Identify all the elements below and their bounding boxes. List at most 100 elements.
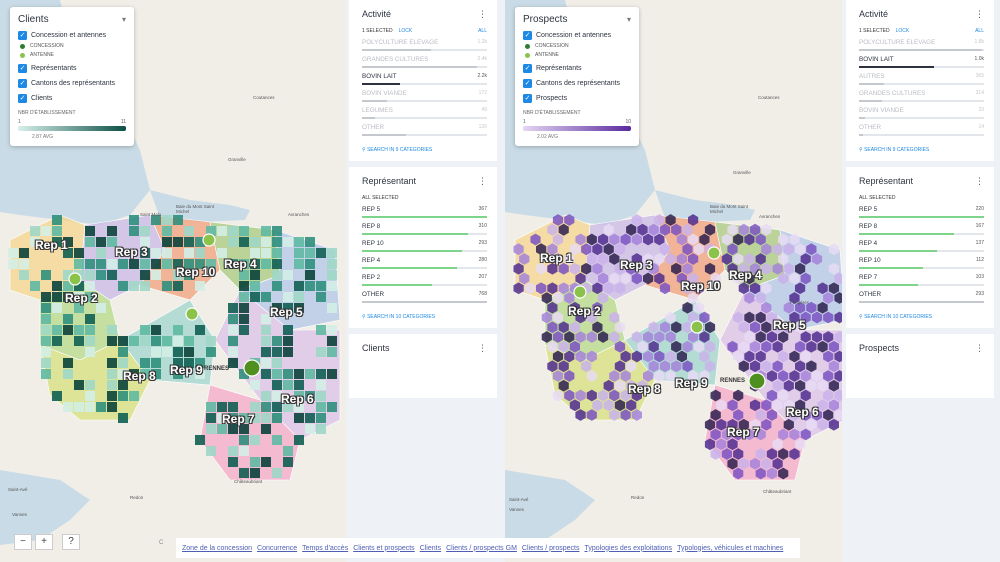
category-item[interactable]: REP 10 293 [362,240,487,252]
category-count: 14 [978,124,984,130]
more-vertical-icon[interactable]: ⋮ [975,176,984,186]
city-label: RENNES [720,378,746,384]
category-bar-track [859,117,984,119]
category-item[interactable]: OTHER 14 [859,124,984,136]
nav-link[interactable]: Clients [419,544,442,552]
rep-label: Rep 1 [540,251,573,265]
category-bar-fill [362,134,406,136]
category-bar-fill [362,100,387,102]
city-label: Granville [228,157,246,162]
nav-link[interactable]: Concurrence [257,544,298,552]
dot-icon [20,52,25,58]
category-item[interactable]: BOVIN LAIT 1.0k [859,56,984,68]
nav-link[interactable]: Typologies des exploitations [584,544,673,552]
checkbox-checked-icon[interactable]: ✓ [523,31,532,40]
map-clients[interactable]: Clients ▾ ✓ Concession et antennes CONCE… [0,0,346,562]
layer-toggle-concession[interactable]: ✓ Concession et antennes [18,31,126,40]
category-item[interactable]: AUTRES 365 [859,73,984,85]
category-bar-track [859,267,984,269]
map-attribution: C [159,540,164,546]
layer-toggle-clients[interactable]: ✓ Clients [18,94,126,103]
category-item[interactable]: BOVIN VIANDE 172 [362,90,487,102]
checkbox-checked-icon[interactable]: ✓ [18,31,27,40]
more-vertical-icon[interactable]: ⋮ [975,9,984,19]
zoom-out-button[interactable]: − [14,534,32,550]
map-prospects[interactable]: Prospects ▾ ✓ Concession et antennes CON… [505,0,842,562]
category-item[interactable]: REP 7 103 [859,274,984,286]
more-vertical-icon[interactable]: ⋮ [478,9,487,19]
select-all-button[interactable]: ALL [975,28,984,34]
category-label: REP 5 [859,206,878,213]
search-label: SEARCH IN 9 CATEGORIES [864,147,930,153]
category-item[interactable]: REP 8 310 [362,223,487,235]
category-item[interactable]: REP 4 137 [859,240,984,252]
rep-label: Rep 9 [675,376,708,390]
chevron-down-icon[interactable]: ▾ [626,15,631,24]
category-bar-fill [859,301,984,303]
checkbox-checked-icon[interactable]: ✓ [523,79,532,88]
category-item[interactable]: REP 10 112 [859,257,984,269]
category-item[interactable]: POLYCULTURE ELEVAGE 1.2k [362,39,487,51]
category-item[interactable]: OTHER 768 [362,291,487,303]
checkbox-checked-icon[interactable]: ✓ [523,64,532,73]
rep-label: Rep 8 [123,369,156,383]
category-bar-fill [362,216,487,218]
category-item[interactable]: OTHER 126 [362,124,487,136]
category-item[interactable]: BOVIN LAIT 2.2k [362,73,487,85]
category-item[interactable]: REP 2 207 [362,274,487,286]
search-categories-link[interactable]: ⚲ SEARCH IN 10 CATEGORIES [859,314,984,320]
checkbox-checked-icon[interactable]: ✓ [18,64,27,73]
layer-toggle-representants[interactable]: ✓ Représentants [523,64,631,73]
category-list: POLYCULTURE ELEVAGE 1.2k GRANDES CULTURES 2… [362,39,487,136]
category-bar-track [362,117,487,119]
search-categories-link[interactable]: ⚲ SEARCH IN 9 CATEGORIES [859,147,984,153]
scale-label: NBR D'ÉTABLISSEMENT [18,110,76,116]
client-density-grid [8,215,337,478]
layer-toggle-representants[interactable]: ✓ Représentants [18,64,126,73]
layer-toggle-cantons[interactable]: ✓ Cantons des représentants [18,79,126,88]
layer-toggle-concession[interactable]: ✓ Concession et antennes [523,31,631,40]
category-bar-fill [362,284,432,286]
chevron-down-icon[interactable]: ▾ [121,15,126,24]
nav-link[interactable]: Clients et prospects [353,544,415,552]
dot-icon [525,52,530,58]
checkbox-checked-icon[interactable]: ✓ [18,94,27,103]
legend-title-row[interactable]: Clients ▾ [18,14,126,25]
nav-link[interactable]: Temps d'accès [302,544,349,552]
category-bar-fill [859,100,882,102]
nav-link[interactable]: Clients / prospects GM [446,544,517,552]
nav-link[interactable]: Typologies, véhicules et machines [677,544,784,552]
layer-toggle-prospects[interactable]: ✓ Prospects [523,94,631,103]
category-item[interactable]: OTHER 293 [859,291,984,303]
category-item[interactable]: LEGUMES 49 [362,107,487,119]
more-vertical-icon[interactable]: ⋮ [975,343,984,353]
category-item[interactable]: REP 4 280 [362,257,487,269]
category-item[interactable]: GRANDES CULTURES 2.4k [362,56,487,68]
search-categories-link[interactable]: ⚲ SEARCH IN 9 CATEGORIES [362,147,487,153]
search-categories-link[interactable]: ⚲ SEARCH IN 10 CATEGORIES [362,314,487,320]
lock-button[interactable]: LOCK [398,28,413,34]
category-item[interactable]: REP 5 220 [859,206,984,218]
nav-link[interactable]: Clients / prospects [521,544,580,552]
category-item[interactable]: POLYCULTURE ELEVAGE 1.8k [859,39,984,51]
more-vertical-icon[interactable]: ⋮ [478,176,487,186]
category-item[interactable]: BOVIN VIANDE 33 [859,107,984,119]
legend-title-row[interactable]: Prospects ▾ [523,14,631,25]
layer-label: Représentants [536,65,582,72]
category-item[interactable]: REP 8 167 [859,223,984,235]
help-button[interactable]: ? [62,534,80,550]
widget-title: Activité [362,9,392,19]
more-vertical-icon[interactable]: ⋮ [478,343,487,353]
nav-link[interactable]: Zone de la concession [182,544,253,552]
lock-button[interactable]: LOCK [895,28,910,34]
category-count: 314 [975,90,984,96]
select-all-button[interactable]: ALL [478,28,487,34]
widget-title: Clients [362,343,390,353]
category-label: REP 4 [859,240,878,247]
layer-toggle-cantons[interactable]: ✓ Cantons des représentants [523,79,631,88]
checkbox-checked-icon[interactable]: ✓ [18,79,27,88]
checkbox-checked-icon[interactable]: ✓ [523,94,532,103]
category-item[interactable]: GRANDES CULTURES 314 [859,90,984,102]
category-item[interactable]: REP 5 367 [362,206,487,218]
zoom-in-button[interactable]: + [35,534,53,550]
